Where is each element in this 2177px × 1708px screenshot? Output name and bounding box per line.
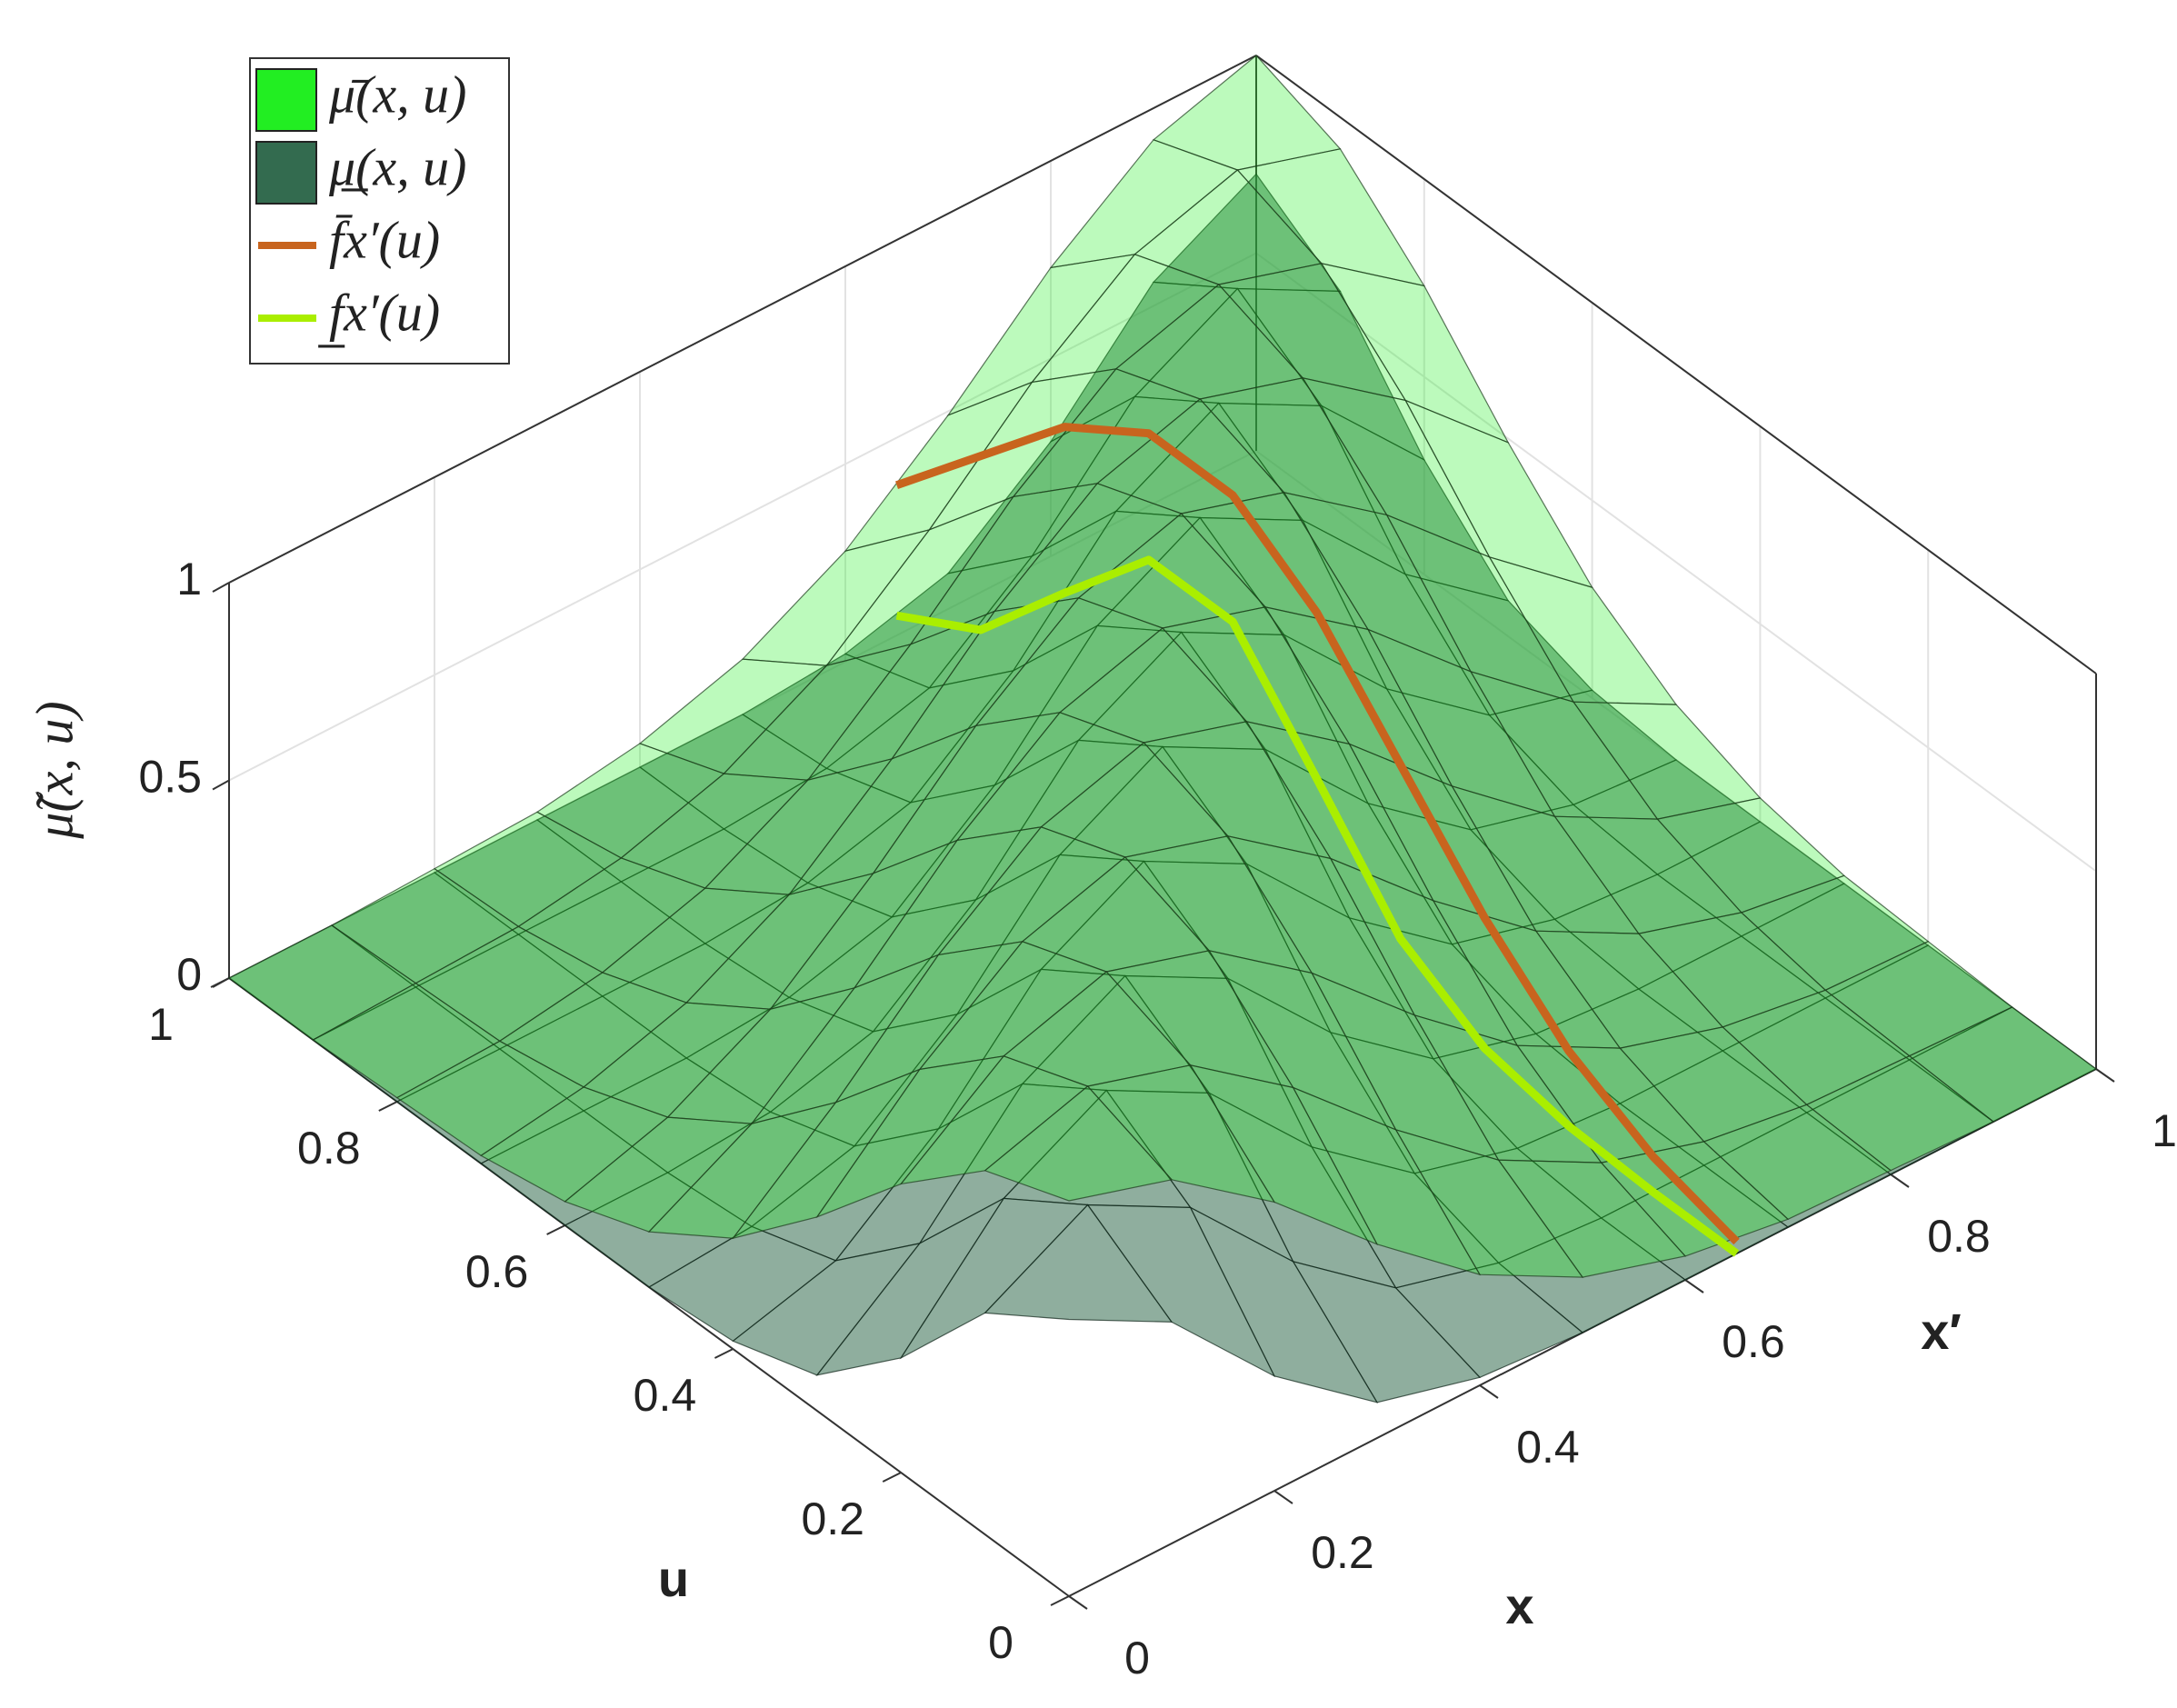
legend-swatch bbox=[255, 141, 317, 205]
slice-curve bbox=[895, 555, 1740, 1257]
tick-mark bbox=[1890, 1174, 1910, 1188]
x-tick-label: 0.8 bbox=[1927, 1211, 1991, 1262]
tick-mark bbox=[546, 1224, 566, 1235]
u-tick-label: 0.6 bbox=[465, 1246, 529, 1297]
legend: μ̄(x, u) μ̲(x, u) f̄x′(u) f̲x′(u) bbox=[249, 57, 510, 365]
legend-swatch bbox=[255, 68, 317, 132]
tick-mark bbox=[1273, 1490, 1293, 1504]
u-tick-label: 0.2 bbox=[801, 1493, 864, 1544]
grid-line bbox=[1255, 252, 2097, 873]
tick-mark bbox=[2095, 1068, 2115, 1083]
tick-mark bbox=[212, 779, 230, 791]
tick-mark bbox=[1050, 1595, 1070, 1606]
tick-mark bbox=[1684, 1279, 1704, 1293]
x-axis-label: x bbox=[1505, 1577, 1533, 1634]
slice-label: x′ bbox=[1921, 1303, 1962, 1360]
surface-cell bbox=[984, 1085, 1173, 1202]
z-tick-label: 0 bbox=[176, 949, 202, 1000]
x-tick-label: 0 bbox=[1124, 1633, 1150, 1683]
u-axis-label: u bbox=[658, 1550, 689, 1607]
legend-label: μ̄(x, u) bbox=[328, 65, 467, 124]
tick-mark bbox=[1479, 1384, 1499, 1399]
tick-mark bbox=[212, 582, 230, 593]
x-tick-label: 0.4 bbox=[1516, 1422, 1580, 1473]
tick-mark bbox=[882, 1472, 902, 1483]
grid-line bbox=[228, 252, 1257, 782]
u-tick-label: 0.4 bbox=[634, 1370, 697, 1421]
tick-mark bbox=[1068, 1595, 1088, 1610]
legend-label: f̲x′(u) bbox=[318, 283, 441, 347]
x-tick-label: 0.6 bbox=[1722, 1316, 1785, 1367]
x-tick-label: 1 bbox=[2152, 1105, 2177, 1156]
slice-curve bbox=[895, 423, 1740, 1245]
x-tick-label: 0.2 bbox=[1311, 1527, 1374, 1578]
tick-mark bbox=[714, 1348, 734, 1359]
z-tick-label: 0.5 bbox=[138, 752, 202, 803]
u-tick-label: 0 bbox=[988, 1617, 1014, 1668]
axis-line bbox=[1255, 55, 2097, 674]
u-tick-label: 1 bbox=[148, 999, 174, 1050]
surface-cell bbox=[984, 1204, 1173, 1323]
axis-line bbox=[228, 55, 1257, 584]
tick-mark bbox=[210, 977, 230, 988]
u-tick-label: 0.8 bbox=[297, 1123, 361, 1174]
legend-label: μ̲(x, u) bbox=[328, 137, 467, 196]
z-axis-label: μ̃(x, u) bbox=[25, 701, 84, 840]
tick-mark bbox=[378, 1101, 398, 1112]
surfaces bbox=[227, 55, 2098, 1403]
legend-label: f̄x′(u) bbox=[329, 210, 440, 269]
z-tick-label: 1 bbox=[176, 554, 202, 604]
